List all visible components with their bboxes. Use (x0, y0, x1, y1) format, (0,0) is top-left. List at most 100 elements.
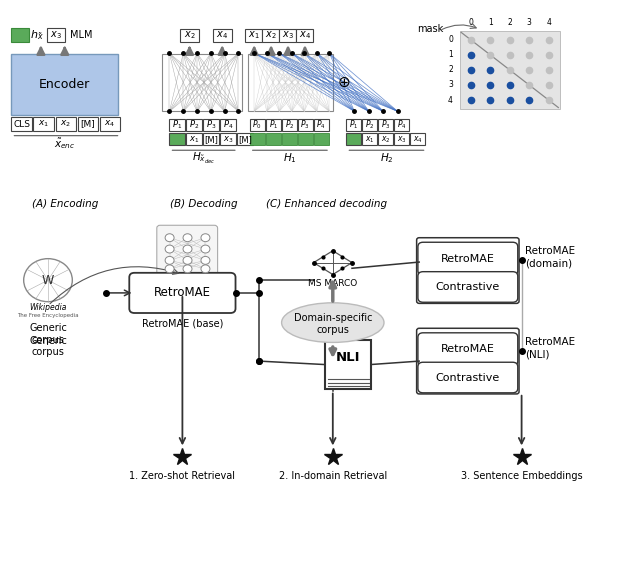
Circle shape (165, 245, 174, 253)
Text: 3: 3 (448, 80, 453, 89)
Text: $P_3$: $P_3$ (206, 118, 216, 131)
FancyBboxPatch shape (418, 362, 518, 393)
FancyBboxPatch shape (418, 242, 518, 275)
Text: $x_3$: $x_3$ (397, 134, 406, 144)
FancyBboxPatch shape (186, 133, 202, 145)
Text: $P_3$: $P_3$ (381, 118, 390, 131)
Text: 1: 1 (448, 50, 453, 59)
FancyBboxPatch shape (394, 119, 410, 131)
Text: 4: 4 (546, 18, 551, 27)
Text: RetroMAE: RetroMAE (154, 286, 211, 299)
FancyBboxPatch shape (410, 133, 426, 145)
Text: $P_2$: $P_2$ (189, 118, 199, 131)
FancyBboxPatch shape (314, 133, 329, 145)
Text: $P_2$: $P_2$ (365, 118, 374, 131)
Text: 4: 4 (448, 96, 453, 105)
FancyBboxPatch shape (170, 119, 185, 131)
FancyBboxPatch shape (298, 133, 313, 145)
Circle shape (165, 265, 174, 273)
Text: mask: mask (417, 24, 444, 34)
Text: 2. In-domain Retrieval: 2. In-domain Retrieval (278, 471, 387, 481)
Circle shape (201, 265, 210, 273)
Circle shape (201, 256, 210, 264)
FancyBboxPatch shape (245, 29, 262, 42)
FancyBboxPatch shape (56, 117, 76, 131)
Text: RetroMAE (base): RetroMAE (base) (141, 319, 223, 329)
FancyBboxPatch shape (220, 119, 236, 131)
Text: $x_2$: $x_2$ (184, 29, 195, 41)
FancyBboxPatch shape (460, 31, 559, 109)
Text: $x_1$: $x_1$ (248, 29, 260, 41)
Text: $x_4$: $x_4$ (216, 29, 228, 41)
FancyBboxPatch shape (33, 117, 54, 131)
FancyBboxPatch shape (12, 28, 29, 42)
Text: RetroMAE: RetroMAE (441, 254, 495, 264)
FancyBboxPatch shape (237, 133, 253, 145)
Text: $h_{\tilde{x}}$: $h_{\tilde{x}}$ (29, 28, 44, 42)
Text: $H_2$: $H_2$ (380, 152, 394, 165)
Text: $x_4$: $x_4$ (299, 29, 310, 41)
Text: 1. Zero-shot Retrieval: 1. Zero-shot Retrieval (129, 471, 236, 481)
Text: Generic
corpus: Generic corpus (29, 323, 67, 345)
FancyBboxPatch shape (394, 133, 410, 145)
Text: $x_4$: $x_4$ (104, 119, 116, 129)
FancyBboxPatch shape (314, 119, 329, 131)
Text: $x_1$: $x_1$ (189, 134, 200, 144)
FancyBboxPatch shape (346, 133, 362, 145)
Text: MLM: MLM (70, 30, 93, 40)
FancyBboxPatch shape (204, 119, 219, 131)
Text: $x_1$: $x_1$ (38, 119, 49, 129)
Text: [M]: [M] (204, 135, 218, 144)
FancyBboxPatch shape (162, 54, 242, 112)
FancyBboxPatch shape (298, 119, 313, 131)
FancyBboxPatch shape (77, 117, 99, 131)
Text: [M]: [M] (238, 135, 252, 144)
Text: 0: 0 (448, 35, 453, 44)
FancyBboxPatch shape (12, 54, 118, 115)
FancyBboxPatch shape (279, 29, 296, 42)
Text: $x_4$: $x_4$ (413, 134, 423, 144)
Text: 2: 2 (508, 18, 512, 27)
FancyBboxPatch shape (362, 119, 378, 131)
Text: 1: 1 (488, 18, 493, 27)
Text: RetroMAE: RetroMAE (441, 344, 495, 354)
Ellipse shape (282, 303, 384, 342)
Text: Contrastive: Contrastive (436, 282, 500, 292)
Text: (A) Encoding: (A) Encoding (31, 199, 98, 209)
Text: MS MARCO: MS MARCO (308, 278, 357, 288)
Text: $H_{\tilde{x}_{dec}}$: $H_{\tilde{x}_{dec}}$ (192, 151, 215, 166)
Text: RetroMAE: RetroMAE (525, 246, 575, 256)
Text: $x_1$: $x_1$ (365, 134, 374, 144)
Circle shape (201, 234, 210, 242)
Text: $P_1$: $P_1$ (269, 118, 278, 131)
FancyBboxPatch shape (346, 119, 362, 131)
FancyBboxPatch shape (186, 119, 202, 131)
Text: Wikipedia: Wikipedia (29, 303, 67, 312)
Text: $x_2$: $x_2$ (265, 29, 276, 41)
Circle shape (165, 256, 174, 264)
Text: $P_1$: $P_1$ (172, 118, 182, 131)
Circle shape (183, 256, 192, 264)
Text: $H_1$: $H_1$ (283, 152, 297, 165)
FancyBboxPatch shape (378, 119, 394, 131)
Text: $\tilde{x}_{enc}$: $\tilde{x}_{enc}$ (54, 136, 76, 151)
Text: Contrastive: Contrastive (436, 372, 500, 383)
FancyBboxPatch shape (250, 119, 265, 131)
Text: $x_2$: $x_2$ (60, 119, 72, 129)
Text: $x_3$: $x_3$ (223, 134, 234, 144)
FancyBboxPatch shape (180, 29, 199, 42)
Text: $P_0$: $P_0$ (252, 118, 262, 131)
Text: 3. Sentence Embeddings: 3. Sentence Embeddings (461, 471, 582, 481)
Text: Encoder: Encoder (39, 78, 90, 91)
Circle shape (183, 234, 192, 242)
FancyBboxPatch shape (325, 340, 371, 389)
FancyBboxPatch shape (170, 133, 185, 145)
FancyBboxPatch shape (250, 133, 265, 145)
Circle shape (165, 234, 174, 242)
FancyBboxPatch shape (282, 119, 297, 131)
FancyBboxPatch shape (12, 117, 32, 131)
Circle shape (183, 245, 192, 253)
FancyBboxPatch shape (266, 133, 281, 145)
Text: $x_2$: $x_2$ (381, 134, 390, 144)
Circle shape (201, 245, 210, 253)
